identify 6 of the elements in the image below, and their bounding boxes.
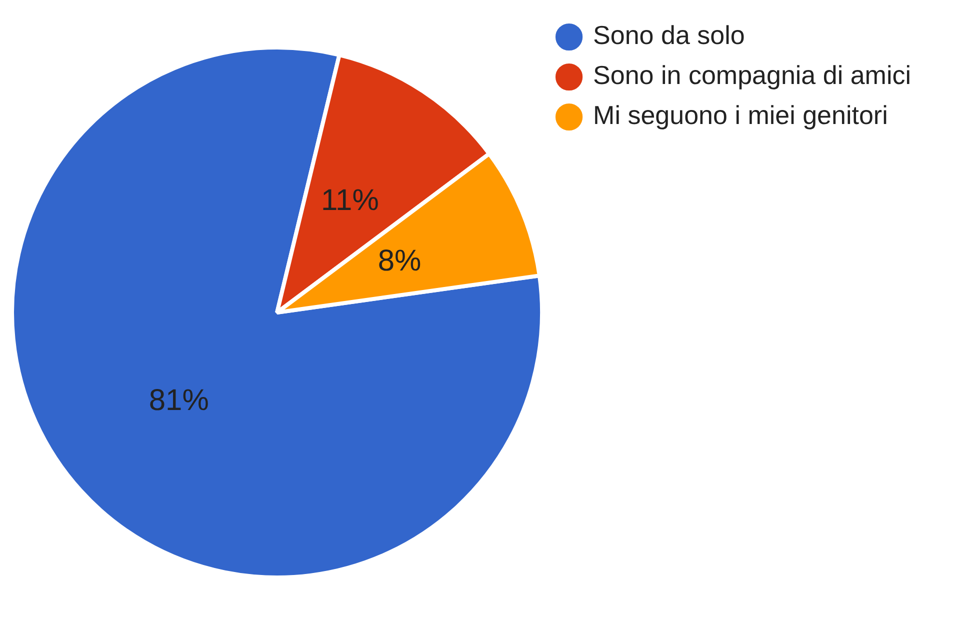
data-label: 81% — [148, 384, 209, 417]
legend-label: Sono in compagnia di amici — [593, 60, 912, 90]
legend-label: Mi seguono i miei genitori — [593, 100, 888, 130]
data-label: 8% — [378, 244, 422, 278]
legend-label: Sono da solo — [593, 20, 745, 50]
data-label: 11% — [321, 184, 379, 218]
